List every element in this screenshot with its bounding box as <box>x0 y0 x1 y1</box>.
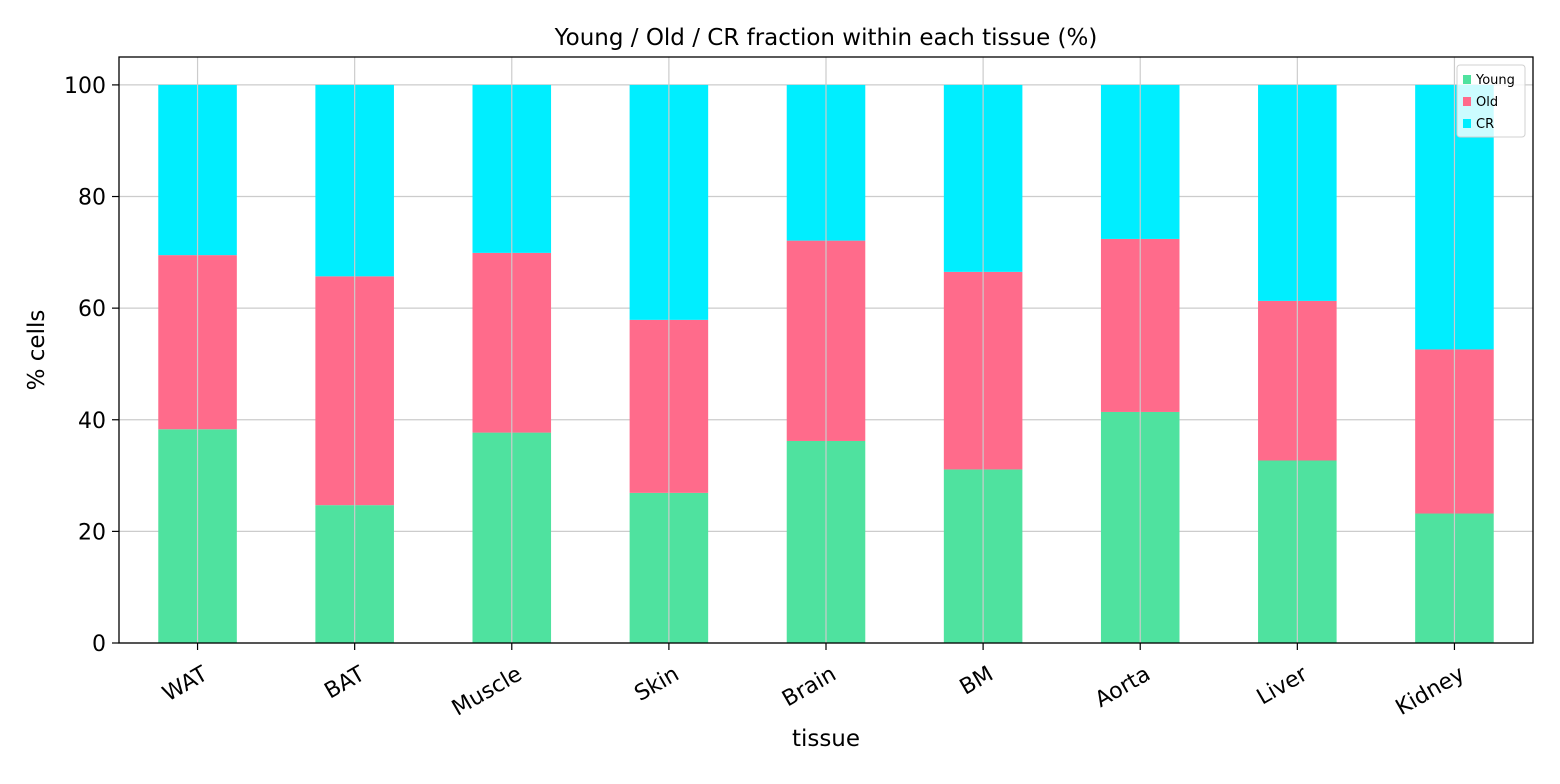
y-tick-label: 60 <box>78 297 106 322</box>
legend-box <box>1456 64 1526 138</box>
y-tick-label: 40 <box>78 409 106 434</box>
legend-label-old: Old <box>1476 95 1498 110</box>
x-tick-label: Aorta <box>1091 662 1155 713</box>
x-tick-label: Liver <box>1253 661 1313 710</box>
legend-swatch-old <box>1463 97 1471 106</box>
x-tick-label: Skin <box>630 662 683 707</box>
y-axis-label: % cells <box>24 310 50 391</box>
y-tick-label: 0 <box>92 632 106 657</box>
y-tick-label: 100 <box>64 74 106 99</box>
y-axis-ticks: 0 20 40 60 80 100 <box>64 74 119 657</box>
vertical-grid-layer <box>196 57 1456 643</box>
chart-title: Young / Old / CR fraction within each ti… <box>554 25 1098 51</box>
x-tick-label: Kidney <box>1392 662 1469 721</box>
legend: Young Old CR <box>1456 64 1526 138</box>
legend-swatch-young <box>1463 75 1471 84</box>
legend-label-young: Young <box>1475 73 1515 88</box>
x-tick-label: Brain <box>778 662 840 712</box>
legend-swatch-cr <box>1463 119 1471 128</box>
x-axis-ticks: WAT BAT Muscle Skin Brain BM Aorta Liver Kidney <box>159 643 1469 721</box>
y-tick-label: 80 <box>78 186 106 211</box>
x-tick-label: WAT <box>159 661 213 707</box>
x-tick-label: Muscle <box>448 662 526 722</box>
y-tick-label: 20 <box>78 520 106 545</box>
x-tick-label: BAT <box>321 661 370 704</box>
legend-label-cr: CR <box>1476 117 1494 132</box>
x-tick-label: BM <box>956 662 998 701</box>
x-axis-label: tissue <box>792 726 860 752</box>
